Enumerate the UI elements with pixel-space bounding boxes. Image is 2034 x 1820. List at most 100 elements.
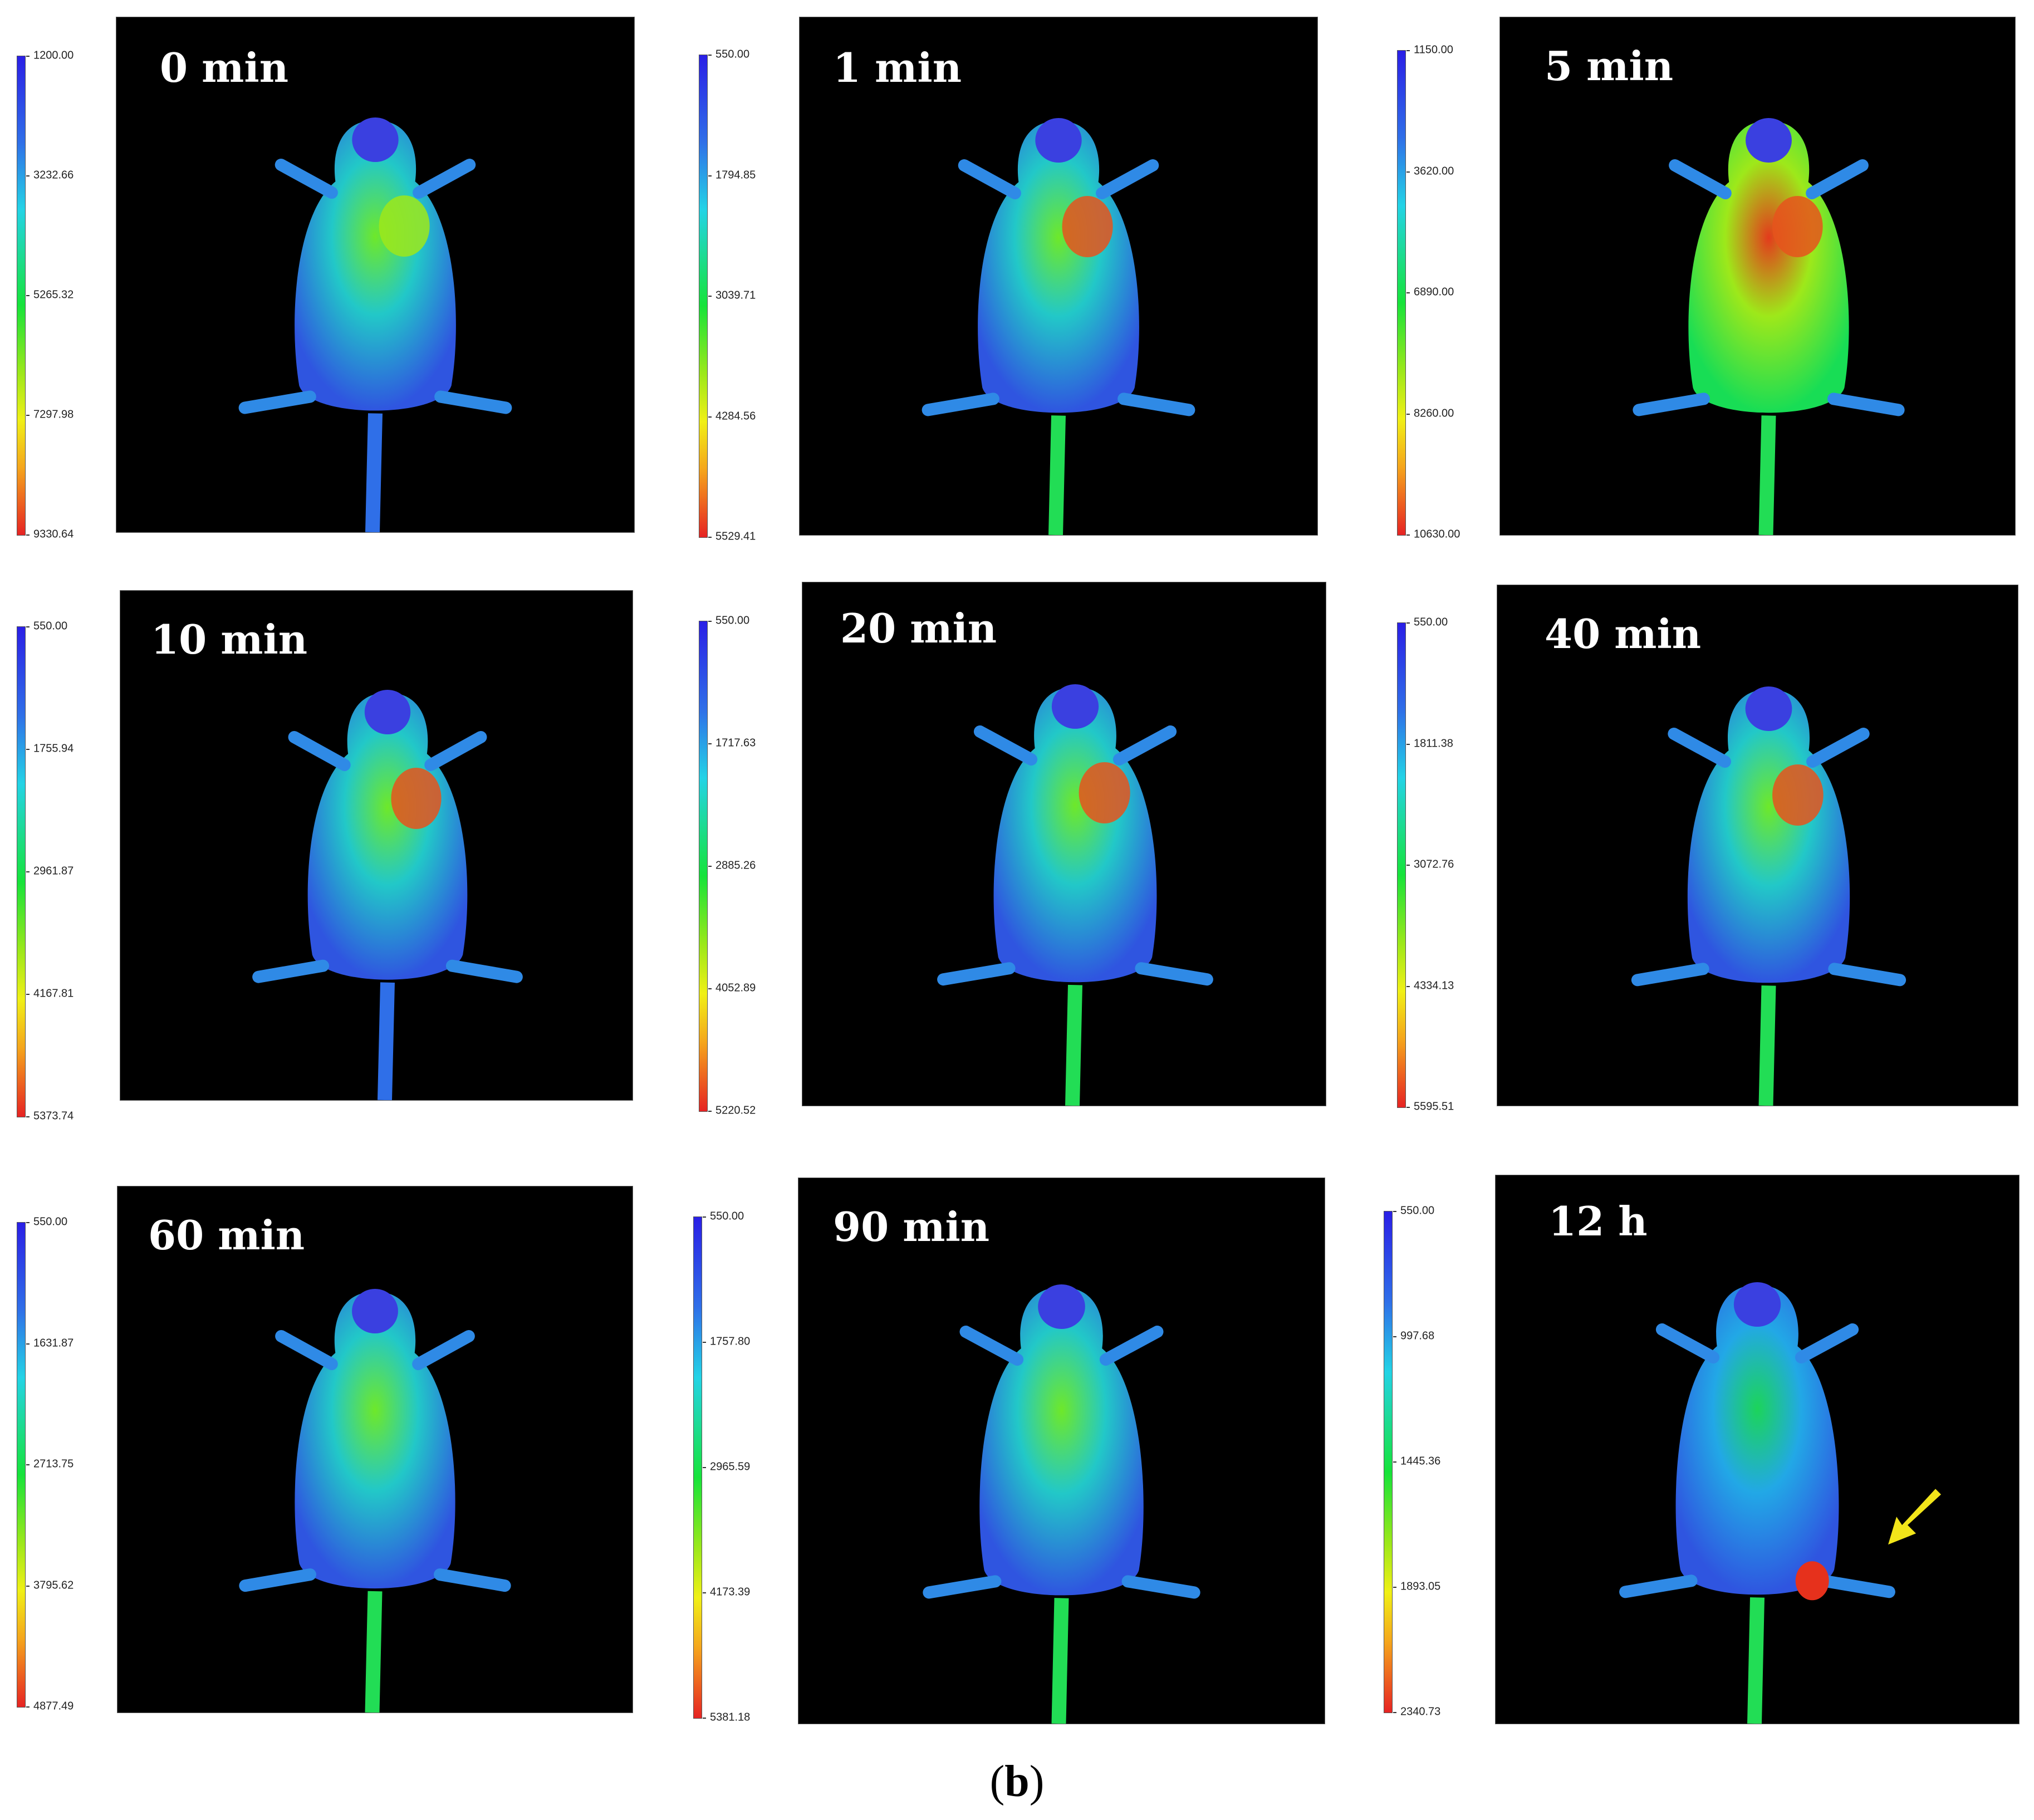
mouse-limb	[1669, 159, 1732, 199]
mouse-fluorescence-image	[1633, 118, 1905, 535]
time-label: 12 h	[1548, 1198, 1648, 1245]
colorbar-label: 7297.98	[33, 408, 74, 421]
colorbar-label: 550.00	[715, 48, 750, 61]
colorbar-label: 5220.52	[715, 1104, 756, 1117]
figure-caption: (b)	[0, 1757, 2034, 1807]
colorbar-label: 1717.63	[715, 737, 756, 749]
colorbar-label: 997.68	[1400, 1330, 1435, 1342]
image-frame: 60 min	[117, 1186, 633, 1713]
mouse-fluorescence-image	[238, 117, 512, 532]
mouse-limb	[1619, 1574, 1698, 1598]
colorbar-label: 4173.39	[710, 1586, 751, 1598]
colorbar-label: 8260.00	[1414, 407, 1454, 419]
colorbar-label: 5381.18	[710, 1711, 751, 1724]
mouse-head	[1746, 118, 1792, 163]
colorbar-label: 1755.94	[33, 742, 74, 755]
colorbar-label: 3039.71	[715, 289, 756, 302]
colorbar-gradient	[699, 621, 708, 1112]
colorbar-tick	[708, 537, 712, 538]
time-label: 0 min	[160, 44, 289, 91]
mouse-body	[1688, 121, 1849, 413]
mouse-limb	[239, 1568, 316, 1592]
mouse-body	[979, 1287, 1144, 1596]
time-label: 10 min	[151, 616, 308, 663]
colorbar-tick	[26, 1585, 30, 1587]
colorbar-label: 3795.62	[33, 1579, 74, 1591]
mouse-body	[1687, 689, 1850, 983]
signal-hotspot	[391, 768, 442, 829]
colorbar-gradient	[1397, 622, 1406, 1108]
yellow-arrow-icon	[1888, 1489, 1942, 1545]
colorbar-label: 1811.38	[1414, 737, 1453, 749]
colorbar-label: 1794.85	[715, 169, 756, 181]
mouse-head	[352, 117, 399, 162]
mouse-head	[1733, 1282, 1781, 1327]
mouse-limb	[1099, 1326, 1164, 1366]
mouse-limb	[937, 962, 1016, 986]
colorbar-tick	[708, 743, 712, 744]
mouse-tail	[1758, 415, 1776, 535]
colorbar-tick	[1393, 1461, 1396, 1463]
mouse-limb	[445, 959, 523, 983]
colorbar-tick	[703, 1718, 706, 1719]
mouse-tail	[1065, 984, 1082, 1106]
image-frame: 40 min	[1497, 585, 2018, 1106]
colorbar-tick	[1406, 413, 1410, 415]
mouse-tail	[1048, 415, 1066, 535]
colorbar-label: 2885.26	[715, 859, 756, 872]
mouse-head	[364, 690, 411, 734]
mouse-limb	[1121, 1575, 1200, 1599]
colorbar-gradient	[699, 55, 708, 538]
colorbar-tick	[708, 416, 712, 418]
colorbar-tick	[26, 871, 30, 872]
colorbar-tick	[26, 175, 30, 176]
colorbar-tick	[708, 866, 712, 867]
mouse-head	[352, 1289, 398, 1333]
mouse-body	[295, 120, 456, 411]
mouse-limb	[958, 159, 1021, 199]
colorbar-label: 4052.89	[715, 982, 756, 994]
mouse-limb	[288, 731, 351, 771]
colorbar-label: 550.00	[1400, 1204, 1435, 1217]
time-label: 60 min	[148, 1211, 305, 1259]
colorbar-tick	[703, 1216, 706, 1218]
colorbar-tick	[26, 56, 30, 57]
colorbar-tick	[26, 626, 30, 627]
mouse-limb	[424, 731, 487, 771]
mouse-limb	[1633, 393, 1710, 416]
colorbar-label: 550.00	[715, 614, 750, 627]
caption-letter: b	[1004, 1757, 1030, 1806]
colorbar-tick	[1406, 743, 1410, 745]
colorbar-tick	[708, 621, 712, 622]
colorbar-tick	[26, 1343, 30, 1345]
mouse-limb	[1827, 393, 1905, 416]
mouse-limb	[1631, 963, 1709, 987]
colorbar-tick	[1393, 1587, 1396, 1588]
mouse-limb	[1112, 725, 1177, 766]
colorbar-tick	[1406, 622, 1410, 624]
image-frame: 20 min	[802, 582, 1326, 1106]
signal-hotspot	[1795, 1561, 1829, 1601]
colorbar-tick	[703, 1592, 706, 1593]
mouse-limb	[252, 959, 330, 983]
image-frame: 12 h	[1495, 1175, 2020, 1724]
colorbar-tick	[708, 1111, 712, 1112]
signal-hotspot	[1062, 196, 1113, 257]
mouse-limb	[923, 1575, 1002, 1599]
colorbar-label: 4877.49	[33, 1700, 74, 1713]
colorbar-label: 1757.80	[710, 1335, 751, 1348]
colorbar-label: 5265.32	[33, 288, 74, 301]
colorbar-label: 9330.64	[33, 528, 74, 541]
colorbar-gradient	[693, 1216, 702, 1719]
colorbar-label: 2713.75	[33, 1458, 74, 1470]
colorbar-tick	[708, 296, 712, 297]
mouse-head	[1035, 118, 1082, 163]
colorbar-tick	[26, 1222, 30, 1223]
colorbar-label: 4334.13	[1414, 979, 1454, 992]
colorbar-label: 1631.87	[33, 1337, 74, 1349]
colorbar-tick	[1406, 292, 1410, 293]
time-label: 1 min	[833, 44, 962, 91]
colorbar-gradient	[1397, 50, 1406, 536]
mouse-tail	[378, 982, 395, 1100]
colorbar-label: 4284.56	[715, 410, 756, 422]
